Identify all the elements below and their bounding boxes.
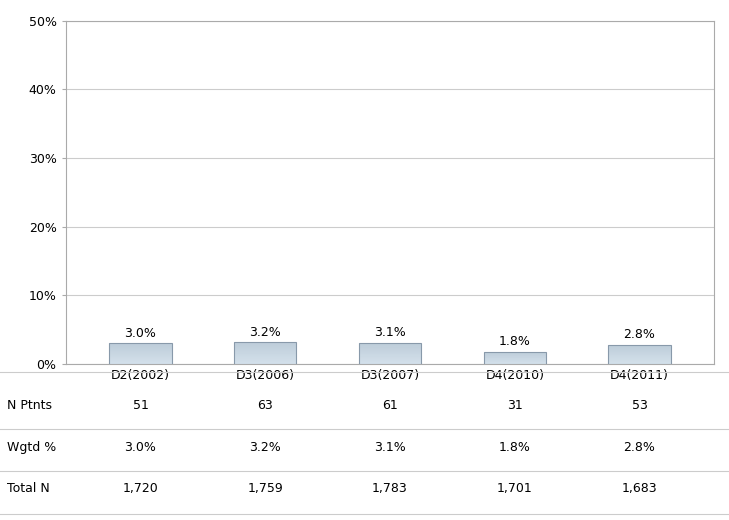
Bar [359, 360, 421, 361]
Bar [234, 354, 297, 355]
Bar [359, 350, 421, 351]
Bar [234, 342, 297, 343]
Bar [359, 344, 421, 345]
Bar [234, 353, 297, 354]
Text: 53: 53 [631, 399, 647, 412]
Bar [359, 362, 421, 363]
Bar [234, 344, 297, 345]
Text: 1,683: 1,683 [622, 483, 658, 495]
Text: 3.0%: 3.0% [125, 327, 157, 340]
Bar [234, 363, 297, 364]
Text: Wgtd %: Wgtd % [7, 440, 57, 453]
Bar [234, 361, 297, 362]
Bar [234, 346, 297, 347]
Text: 3.2%: 3.2% [249, 326, 281, 339]
Bar [234, 358, 297, 359]
Bar [359, 363, 421, 364]
Bar [359, 345, 421, 346]
Text: 1,783: 1,783 [372, 483, 408, 495]
Text: 1,759: 1,759 [247, 483, 283, 495]
Text: 3.1%: 3.1% [374, 440, 406, 453]
Bar [359, 351, 421, 352]
Text: 1,701: 1,701 [497, 483, 533, 495]
Text: 3.0%: 3.0% [125, 440, 157, 453]
Bar [234, 342, 297, 364]
Bar [234, 359, 297, 360]
Bar [359, 348, 421, 349]
Text: 1.8%: 1.8% [499, 440, 531, 453]
Bar [359, 356, 421, 357]
Text: 2.8%: 2.8% [623, 440, 655, 453]
Text: 31: 31 [507, 399, 523, 412]
Bar [234, 351, 297, 352]
Text: 3.1%: 3.1% [374, 326, 406, 339]
Bar [359, 347, 421, 348]
Bar [359, 359, 421, 360]
Bar [359, 354, 421, 355]
Bar [234, 357, 297, 358]
Bar [359, 346, 421, 347]
Bar [234, 352, 297, 353]
Bar [359, 361, 421, 362]
Bar [359, 343, 421, 364]
Text: Total N: Total N [7, 483, 50, 495]
Bar [234, 362, 297, 363]
Bar [234, 355, 297, 356]
Bar [234, 347, 297, 348]
Text: 1.8%: 1.8% [499, 335, 531, 348]
Bar [359, 358, 421, 359]
Bar [359, 349, 421, 350]
Bar [359, 355, 421, 356]
Bar [359, 353, 421, 354]
Text: 63: 63 [257, 399, 273, 412]
Bar [234, 343, 297, 344]
Bar [234, 345, 297, 346]
Bar [359, 357, 421, 358]
Bar [109, 343, 171, 364]
Bar [483, 352, 546, 364]
Text: 1,720: 1,720 [122, 483, 158, 495]
Bar [234, 360, 297, 361]
Text: 3.2%: 3.2% [249, 440, 281, 453]
Bar [234, 350, 297, 351]
Bar [234, 349, 297, 350]
Text: 61: 61 [382, 399, 398, 412]
Text: 51: 51 [133, 399, 149, 412]
Bar [359, 352, 421, 353]
Bar [359, 343, 421, 344]
Text: 2.8%: 2.8% [623, 328, 655, 341]
Bar [234, 348, 297, 349]
Text: N Ptnts: N Ptnts [7, 399, 52, 412]
Bar [234, 356, 297, 357]
Bar [609, 345, 671, 364]
